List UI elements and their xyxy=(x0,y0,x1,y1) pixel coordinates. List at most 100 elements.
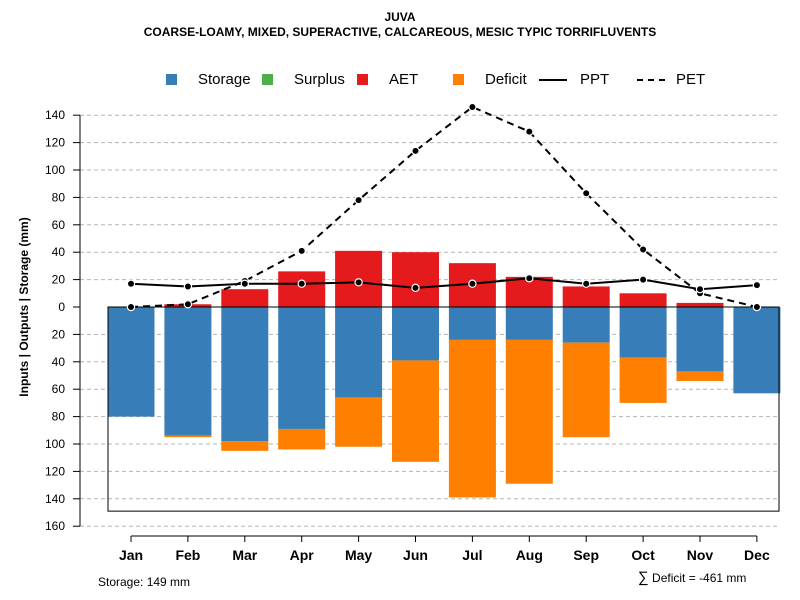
legend-label-pet: PET xyxy=(676,71,706,88)
pet-point xyxy=(525,127,534,136)
y-tick-label: 120 xyxy=(45,136,65,150)
legend-label-aet: AET xyxy=(389,71,419,88)
storage-bar xyxy=(278,307,326,429)
y-tick-label: 160 xyxy=(45,519,65,533)
x-tick-label: Aug xyxy=(516,547,543,563)
legend-label-deficit: Deficit xyxy=(485,71,527,88)
pet-point xyxy=(354,195,363,205)
y-tick-label: 120 xyxy=(45,464,65,478)
deficit-bar xyxy=(505,339,553,484)
ppt-point xyxy=(468,279,477,288)
pet-point xyxy=(468,102,477,112)
legend-line-ppt xyxy=(539,79,567,81)
y-tick-label: 80 xyxy=(52,190,66,204)
deficit-bar xyxy=(221,441,269,451)
ppt-point xyxy=(582,279,591,288)
pet-point xyxy=(752,302,762,312)
x-tick-label: Jun xyxy=(403,547,428,563)
deficit-bar xyxy=(676,371,724,381)
ppt-point xyxy=(638,275,648,284)
ppt-point xyxy=(695,284,705,294)
legend-swatch-surplus xyxy=(262,74,273,85)
deficit-note-text: Deficit = -461 mm xyxy=(652,571,747,585)
ppt-point xyxy=(411,283,420,293)
legend-label-surplus: Surplus xyxy=(294,71,345,88)
deficit-bar xyxy=(619,357,667,403)
aet-bar xyxy=(278,271,326,307)
y-tick-label: 80 xyxy=(52,410,66,424)
ppt-point xyxy=(752,280,762,290)
storage-bar xyxy=(448,307,496,340)
x-tick-label: Jul xyxy=(462,547,482,563)
storage-bar xyxy=(164,307,212,436)
storage-bar xyxy=(335,307,383,398)
sigma-symbol: ∑ xyxy=(638,569,649,586)
x-tick-label: Sep xyxy=(573,547,599,563)
y-tick-label: 100 xyxy=(45,163,65,177)
x-tick-label: Jan xyxy=(119,547,143,563)
legend-label-ppt: PPT xyxy=(580,71,610,88)
x-tick-label: Apr xyxy=(290,547,315,563)
storage-bar xyxy=(676,307,724,372)
y-tick-label: 100 xyxy=(45,437,65,451)
storage-bar xyxy=(221,307,269,442)
deficit-bar xyxy=(562,342,610,438)
x-tick-label: Mar xyxy=(232,547,257,563)
chart-subtitle: COARSE-LOAMY, MIXED, SUPERACTIVE, CALCAR… xyxy=(143,25,657,39)
pet-point xyxy=(297,246,306,256)
pet-point xyxy=(582,189,591,198)
y-tick-label: 0 xyxy=(58,300,65,314)
deficit-bar xyxy=(278,428,326,450)
y-axis-label: Inputs | Outputs | Storage (mm) xyxy=(17,217,31,396)
aet-bar xyxy=(676,302,724,307)
deficit-bar xyxy=(392,360,439,462)
aet-bar xyxy=(562,286,610,307)
y-tick-label: 40 xyxy=(52,355,66,369)
legend-swatch-aet xyxy=(357,74,368,85)
x-tick-label: May xyxy=(345,547,372,563)
pet-point xyxy=(126,302,136,312)
ppt-line xyxy=(130,277,757,291)
storage-bar xyxy=(733,307,781,394)
ppt-point xyxy=(183,282,193,291)
aet-bar xyxy=(392,252,439,307)
x-tick-label: Nov xyxy=(687,547,714,563)
y-tick-label: 60 xyxy=(52,218,66,232)
storage-bar xyxy=(619,307,667,358)
storage-note: Storage: 149 mm xyxy=(98,575,191,589)
deficit-bar xyxy=(335,397,383,447)
ppt-point xyxy=(240,279,249,288)
pet-point xyxy=(411,146,420,156)
legend-swatch-storage xyxy=(166,74,177,85)
x-tick-label: Feb xyxy=(175,547,200,563)
legend-line-pet xyxy=(637,79,665,81)
storage-bar xyxy=(562,307,610,343)
aet-bar xyxy=(619,293,667,307)
deficit-bar xyxy=(164,435,212,438)
deficit-bar xyxy=(448,339,496,498)
y-tick-label: 140 xyxy=(45,108,65,122)
ppt-point xyxy=(126,279,136,288)
legend-swatch-deficit xyxy=(453,74,464,85)
y-tick-label: 20 xyxy=(52,327,66,341)
y-tick-label: 40 xyxy=(52,245,66,259)
y-tick-label: 140 xyxy=(45,492,65,506)
deficit-note: ∑ Deficit = -461 mm xyxy=(638,569,746,586)
y-tick-label: 20 xyxy=(52,273,66,287)
x-tick-label: Oct xyxy=(631,547,655,563)
storage-bar xyxy=(505,307,553,340)
x-tick-label: Dec xyxy=(744,547,770,563)
legend-label-storage: Storage xyxy=(198,71,251,88)
storage-bar xyxy=(107,307,155,417)
aet-bar xyxy=(221,289,269,307)
pet-point xyxy=(638,245,648,254)
ppt-point xyxy=(525,274,534,283)
chart-legend: Storage Surplus AET Deficit PPT PET xyxy=(0,70,800,90)
pet-point xyxy=(183,300,193,309)
storage-bar xyxy=(392,307,439,361)
ppt-point xyxy=(297,279,306,288)
ppt-point xyxy=(354,278,363,287)
pet-line xyxy=(130,105,758,308)
y-tick-label: 60 xyxy=(52,382,66,396)
